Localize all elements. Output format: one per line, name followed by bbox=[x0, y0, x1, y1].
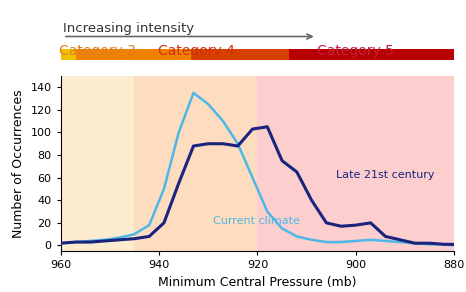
Text: Increasing intensity: Increasing intensity bbox=[63, 22, 194, 35]
Text: Category 5: Category 5 bbox=[317, 44, 394, 58]
Y-axis label: Number of Occurrences: Number of Occurrences bbox=[12, 89, 25, 238]
Bar bbox=[61, 76, 134, 251]
Text: Category 4: Category 4 bbox=[158, 44, 234, 58]
X-axis label: Minimum Central Pressure (mb): Minimum Central Pressure (mb) bbox=[158, 276, 356, 289]
Bar bbox=[134, 76, 257, 251]
Text: Late 21st century: Late 21st century bbox=[336, 171, 435, 180]
Bar bbox=[257, 76, 454, 251]
Text: Current climate: Current climate bbox=[213, 215, 300, 226]
Text: Category 3: Category 3 bbox=[59, 44, 136, 58]
